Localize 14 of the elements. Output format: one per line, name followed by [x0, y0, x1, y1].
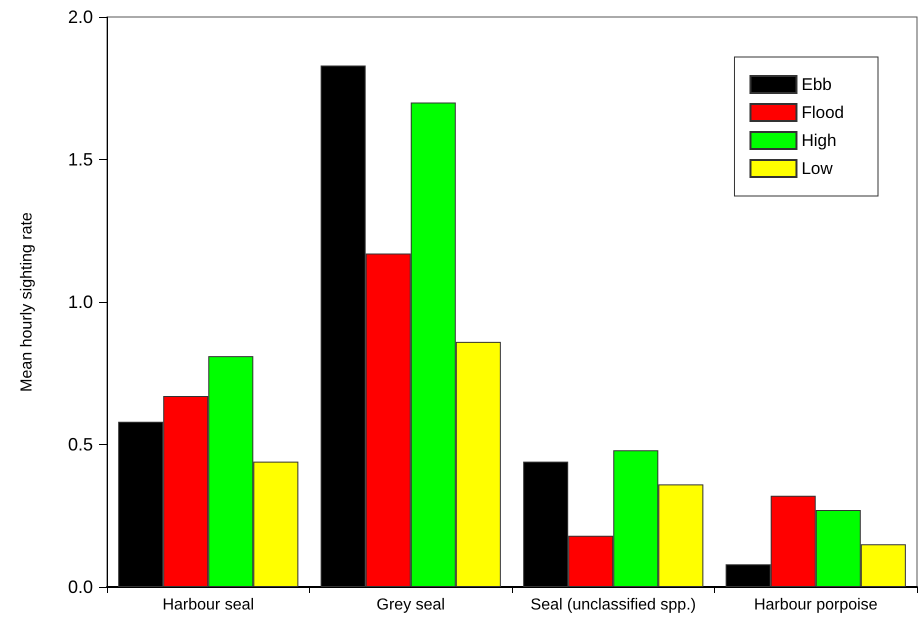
y-tick-label: 0.0: [68, 577, 93, 597]
y-tick-label: 2.0: [68, 7, 93, 27]
x-tick-label: Seal (unclassified spp.): [530, 596, 696, 614]
legend-label: Ebb: [801, 75, 832, 94]
legend-label: Flood: [801, 103, 844, 122]
y-tick-label: 0.5: [68, 434, 93, 454]
x-tick-label: Grey seal: [376, 596, 445, 614]
x-tick-label: Harbour porpoise: [754, 596, 878, 614]
legend-label: Low: [801, 159, 834, 178]
y-axis-title: Mean hourly sighting rate: [18, 212, 36, 392]
x-tick-label: Harbour seal: [162, 596, 254, 614]
y-tick-label: 1.5: [68, 150, 93, 170]
legend-label: High: [801, 131, 836, 150]
y-tick-label: 1.0: [68, 292, 93, 312]
